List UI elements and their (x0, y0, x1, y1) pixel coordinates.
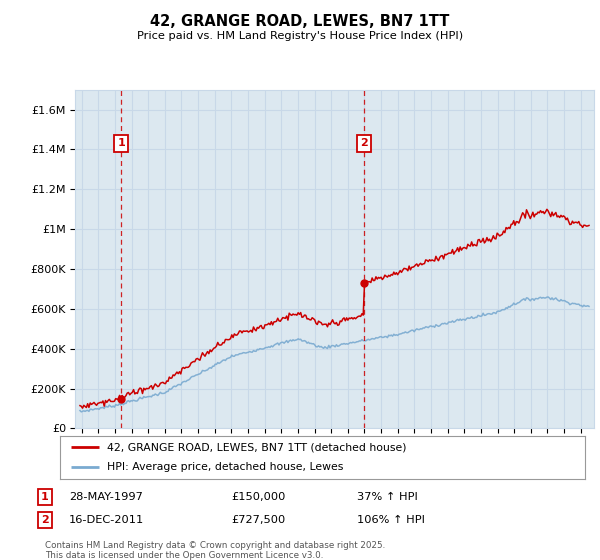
Text: Price paid vs. HM Land Registry's House Price Index (HPI): Price paid vs. HM Land Registry's House … (137, 31, 463, 41)
Text: HPI: Average price, detached house, Lewes: HPI: Average price, detached house, Lewe… (107, 462, 344, 472)
Text: £727,500: £727,500 (231, 515, 285, 525)
Text: 16-DEC-2011: 16-DEC-2011 (69, 515, 144, 525)
Text: 28-MAY-1997: 28-MAY-1997 (69, 492, 143, 502)
Text: 2: 2 (360, 138, 367, 148)
Text: 37% ↑ HPI: 37% ↑ HPI (357, 492, 418, 502)
Text: 2: 2 (41, 515, 49, 525)
Text: 42, GRANGE ROAD, LEWES, BN7 1TT: 42, GRANGE ROAD, LEWES, BN7 1TT (151, 14, 449, 29)
Text: £150,000: £150,000 (231, 492, 286, 502)
Text: 106% ↑ HPI: 106% ↑ HPI (357, 515, 425, 525)
Text: 1: 1 (118, 138, 125, 148)
Text: Contains HM Land Registry data © Crown copyright and database right 2025.
This d: Contains HM Land Registry data © Crown c… (45, 541, 385, 560)
Text: 42, GRANGE ROAD, LEWES, BN7 1TT (detached house): 42, GRANGE ROAD, LEWES, BN7 1TT (detache… (107, 442, 407, 452)
Text: 1: 1 (41, 492, 49, 502)
